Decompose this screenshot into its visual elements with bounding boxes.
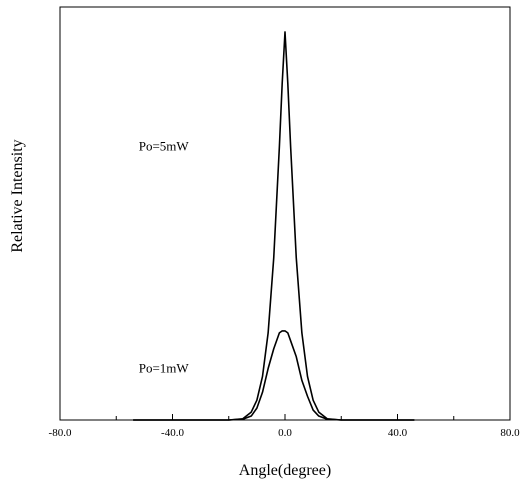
- x-tick-label: 0.0: [278, 427, 292, 439]
- series-annotation: Po=1mW: [139, 360, 190, 375]
- y-axis-title: Relative Intensity: [9, 139, 26, 252]
- series-annotation: Po=5mW: [139, 139, 190, 154]
- x-axis-title: Angle(degree): [239, 462, 331, 479]
- x-tick-label: 80.0: [500, 427, 520, 439]
- x-tick-label: -80.0: [49, 427, 72, 439]
- plot-frame: [60, 7, 510, 420]
- x-tick-label: -40.0: [161, 427, 184, 439]
- x-axis-tick-labels: -80.0 -40.0 0.0 40.0 80.0: [49, 427, 521, 439]
- annotations: Po=5mW Po=1mW: [139, 139, 190, 376]
- x-tick-label: 40.0: [388, 427, 408, 439]
- x-axis-ticks: [60, 414, 510, 420]
